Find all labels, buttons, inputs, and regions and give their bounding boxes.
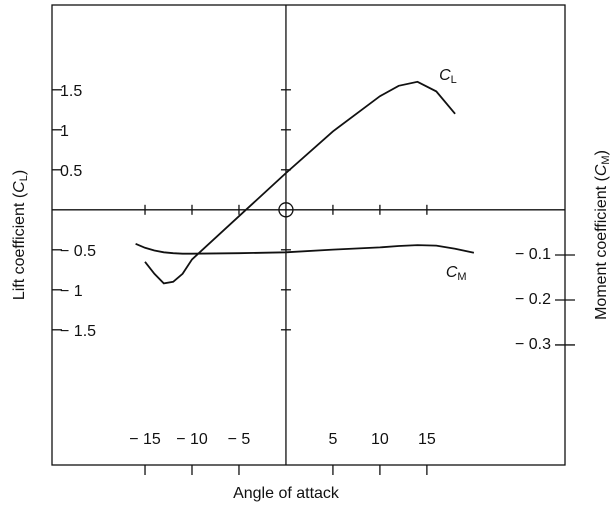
y2-tick-label: − 0.1 <box>515 246 551 263</box>
plot-frame <box>51 4 566 466</box>
y-title-subscript: L <box>18 175 30 181</box>
y-tick-label: − 1 <box>60 283 83 300</box>
y-tick-label: − 1.5 <box>60 323 96 340</box>
series-subscript: M <box>457 271 466 283</box>
y2-axis-title: Moment coefficient (CM) <box>593 150 612 320</box>
x-tick-label: 10 <box>371 431 389 448</box>
y2-title-symbol: C <box>593 164 610 176</box>
y-tick-label: 0.5 <box>60 163 82 180</box>
series-line <box>144 80 456 285</box>
series-subscript: L <box>451 74 457 86</box>
y-tick-label: 1.5 <box>60 83 82 100</box>
y2-tick-label: − 0.2 <box>515 291 551 308</box>
y-tick-label: − 0.5 <box>60 243 96 260</box>
y2-title-text: Moment coefficient ( <box>593 175 610 319</box>
y2-title-text: ) <box>593 150 610 155</box>
origin-marker <box>278 202 294 218</box>
series-symbol: C <box>446 264 458 281</box>
x-tick-label: − 10 <box>176 431 208 448</box>
y-title-text: ) <box>11 170 28 175</box>
series-label: CM <box>446 264 467 283</box>
y2-tick-label: − 0.3 <box>515 336 551 353</box>
y-title-symbol: C <box>11 181 28 193</box>
x-axis-title: Angle of attack <box>233 485 340 502</box>
series-symbol: C <box>439 67 451 84</box>
series-label: CL <box>439 67 457 86</box>
x-tick-label: 5 <box>328 431 337 448</box>
x-tick-label: − 15 <box>129 431 161 448</box>
y-axis-title: Lift coefficient (CL) <box>11 170 30 300</box>
x-tick-label: − 5 <box>228 431 251 448</box>
x-tick-label: 15 <box>418 431 436 448</box>
y-title-text: Lift coefficient ( <box>11 192 28 300</box>
y2-title-subscript: M <box>600 155 612 164</box>
y-tick-label: 1 <box>60 123 69 140</box>
series-line <box>135 242 475 255</box>
